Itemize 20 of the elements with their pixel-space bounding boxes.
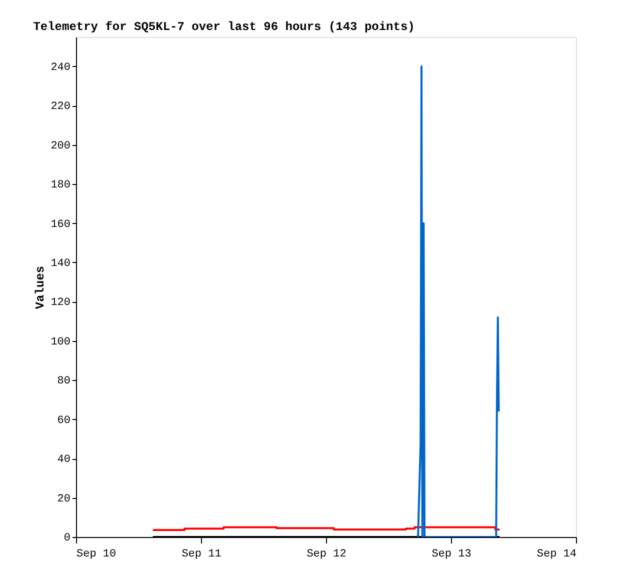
chart-title: Telemetry for SQ5KL-7 over last 96 hours (143 points) xyxy=(33,20,415,34)
y-tick-label: 160 xyxy=(50,218,70,231)
y-tick-label: 120 xyxy=(50,297,70,310)
y-axis-title: Values xyxy=(34,266,48,310)
x-tick-label: Sep 14 xyxy=(536,548,577,560)
y-tick-label: 100 xyxy=(50,336,70,348)
y-tick-label: 20 xyxy=(57,493,70,506)
y-tick-label: 0 xyxy=(64,532,70,544)
y-tick-label: 220 xyxy=(50,101,70,114)
y-tick-label: 180 xyxy=(50,180,70,192)
y-tick-label: 240 xyxy=(50,62,70,74)
x-tick-label: Sep 11 xyxy=(182,548,222,560)
y-tick-label: 60 xyxy=(57,414,70,427)
y-tick-label: 140 xyxy=(50,258,70,270)
y-tick-label: 40 xyxy=(57,454,70,466)
y-tick-label: 200 xyxy=(50,140,70,152)
x-tick-label: Sep 13 xyxy=(432,548,472,560)
y-tick-label: 80 xyxy=(57,376,70,388)
x-tick-label: Sep 10 xyxy=(76,548,116,560)
x-tick-label: Sep 12 xyxy=(306,548,346,560)
